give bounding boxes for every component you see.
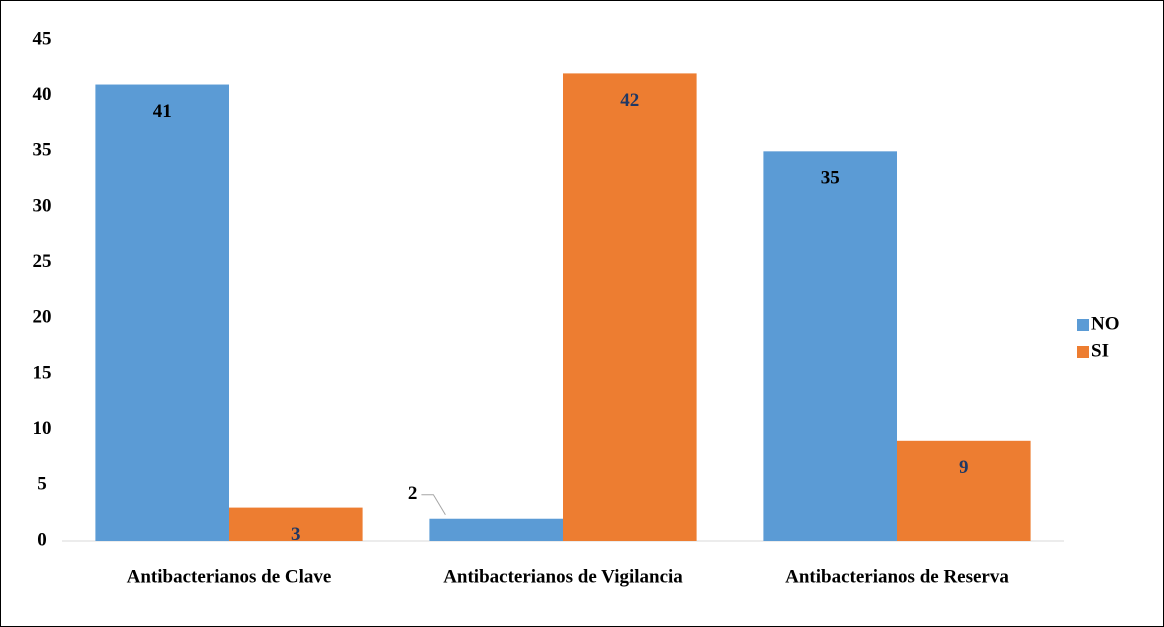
- y-tick-label: 20: [33, 307, 52, 328]
- data-label: 41: [153, 101, 172, 122]
- bar: [563, 73, 697, 542]
- bar: [429, 518, 563, 541]
- legend-swatch: [1077, 346, 1089, 358]
- data-label: 9: [959, 457, 969, 478]
- y-tick-label: 10: [33, 418, 52, 439]
- y-tick-label: 15: [33, 362, 52, 383]
- legend-label: NO: [1091, 313, 1120, 334]
- x-tick-label: Antibacterianos de Clave: [127, 566, 332, 587]
- x-tick-label: Antibacterianos de Vigilancia: [443, 566, 683, 587]
- y-tick-label: 35: [33, 140, 52, 161]
- data-label: 3: [291, 524, 301, 545]
- y-tick-label: 0: [37, 529, 47, 550]
- data-label: 42: [620, 90, 639, 111]
- y-tick-label: 40: [33, 84, 52, 105]
- y-tick-label: 30: [33, 195, 52, 216]
- legend-label: SI: [1091, 340, 1109, 361]
- data-label: 2: [408, 483, 418, 504]
- leader-line: [421, 494, 446, 515]
- x-tick-label: Antibacterianos de Reserva: [785, 566, 1009, 587]
- y-tick-label: 5: [37, 474, 47, 495]
- bar: [229, 507, 363, 541]
- y-tick-label: 25: [33, 251, 52, 272]
- legend-swatch: [1077, 319, 1089, 331]
- y-tick-label: 45: [33, 28, 52, 49]
- bar: [763, 151, 897, 542]
- bar: [95, 84, 230, 542]
- bar: [897, 440, 1031, 541]
- data-label: 35: [821, 168, 840, 189]
